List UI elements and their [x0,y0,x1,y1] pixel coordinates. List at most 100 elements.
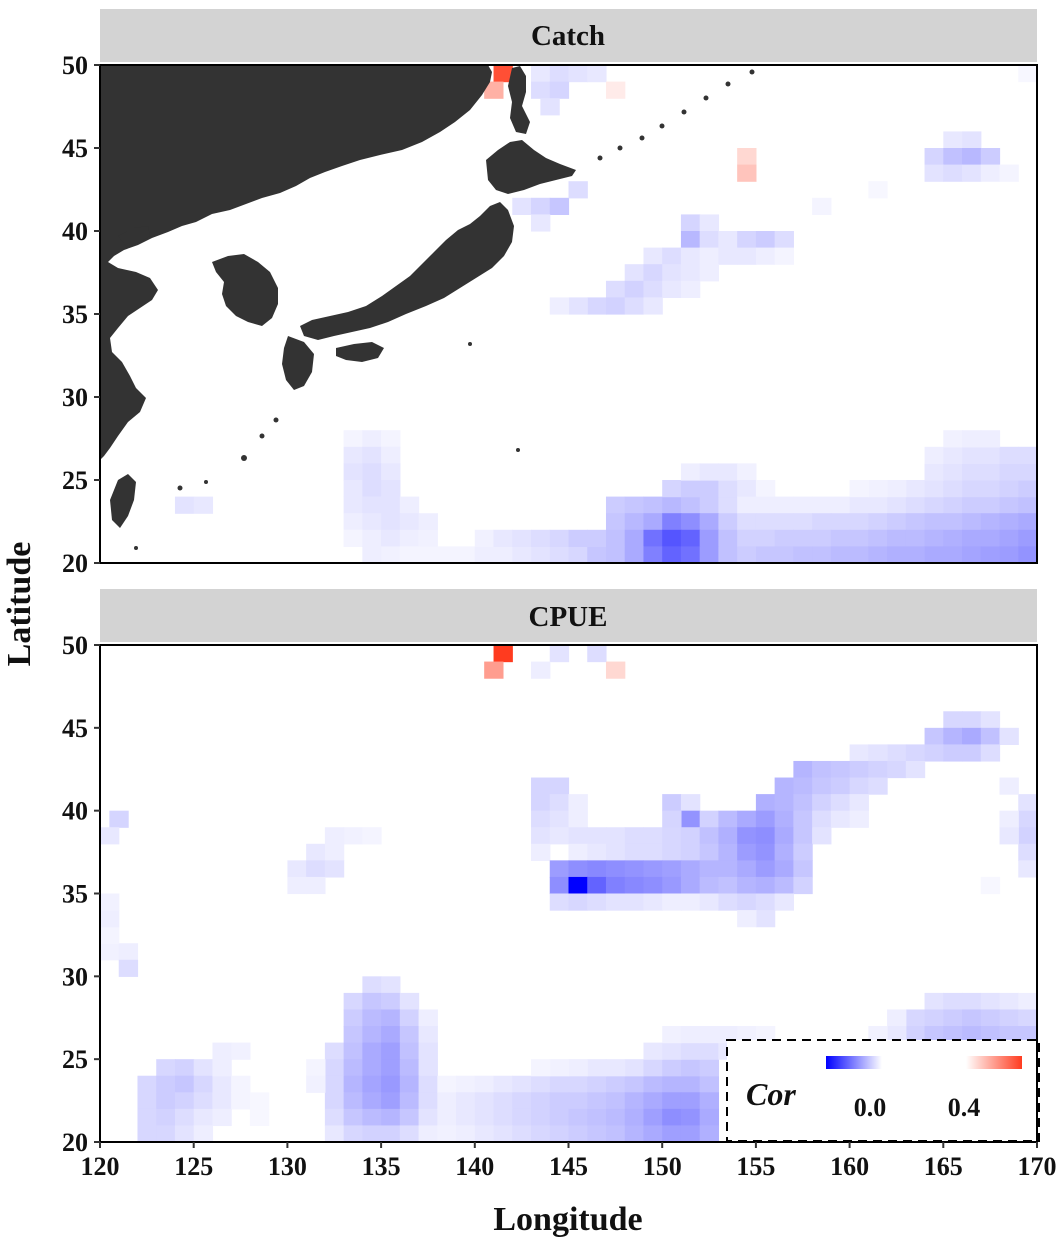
heatmap-cell [437,546,457,563]
heatmap-cell [680,546,701,563]
heatmap-cell [605,280,626,298]
heatmap-cell [399,1092,420,1110]
heatmap-cell [624,1092,645,1110]
heatmap-cell [718,496,738,514]
heatmap-cell [456,1108,476,1127]
heatmap-cell [868,777,888,795]
heatmap-cell [605,893,626,911]
heatmap-cell [662,1059,682,1077]
heatmap-cell [1018,513,1037,531]
heatmap-cell [680,1108,701,1127]
heatmap-cell [381,992,401,1011]
heatmap-cell [418,546,438,563]
heatmap-cell [774,529,794,547]
heatmap-cell [512,1125,532,1142]
heatmap-cell [662,513,682,531]
heatmap-cell [324,1092,345,1110]
heatmap-cell [568,794,588,812]
heatmap-cell [849,744,869,762]
heatmap-cell [474,546,495,563]
heatmap-cell [774,810,794,828]
heatmap-cell [680,1026,701,1044]
heatmap-cell [699,893,720,911]
heatmap-cell [662,247,682,265]
heatmap-cell [868,744,888,762]
heatmap-cell [549,827,570,845]
heatmap-cell [999,463,1019,481]
heatmap-cell [605,297,626,315]
heatmap-cell [680,876,701,895]
heatmap-cell [493,546,513,563]
heatmap-cell [755,529,776,547]
heatmap-cell [962,496,982,514]
heatmap-cell [324,1125,345,1142]
heatmap-cell [980,446,1001,464]
heatmap-cell [568,860,588,878]
heatmap-cell [699,480,720,498]
heatmap-cell [174,496,195,514]
heatmap-cell [549,893,570,911]
heatmap-cell [287,876,307,895]
heatmap-cell [924,164,944,182]
heatmap-cell [531,65,551,83]
heatmap-cell [587,546,607,563]
heatmap-cell [662,1108,682,1127]
heatmap-cell [399,1059,420,1077]
heatmap-cell [980,480,1001,498]
heatmap-cell [587,645,607,663]
heatmap-cell [587,529,607,547]
heatmap-cell [193,496,214,514]
heatmap-cell [306,1075,326,1093]
heatmap-cell [605,529,626,547]
x-tick-label: 130 [268,1152,307,1181]
heatmap-cell [493,65,513,83]
heatmap-cell [381,546,401,563]
heatmap-cell [605,1059,626,1077]
heatmap-cell [962,727,982,745]
heatmap-cell [924,529,944,547]
heatmap-cell [755,247,776,265]
heatmap-cell [549,645,570,663]
heatmap-cell [755,910,776,928]
panel-cpue-strip [100,589,1037,642]
heatmap-cell [381,446,401,464]
heatmap-cell [605,1125,626,1142]
heatmap-cell [512,1075,532,1093]
heatmap-cell [381,1075,401,1093]
heatmap-cell [680,463,701,481]
heatmap-cell [737,860,757,878]
heatmap-cell [212,1042,232,1060]
heatmap-cell [343,463,363,481]
heatmap-cell [699,529,720,547]
heatmap-cell [980,164,1001,182]
heatmap-cell [999,529,1019,547]
y-tick-label: 20 [62,549,88,578]
heatmap-cell [568,1075,588,1093]
heatmap-cell [737,843,757,861]
heatmap-cell [549,1125,570,1142]
heatmap-cell [849,546,869,563]
heatmap-cell [174,1075,195,1093]
heatmap-cell [737,496,757,514]
heatmap-cell [999,480,1019,498]
heatmap-cell [793,513,813,531]
heatmap-cell [755,513,776,531]
heatmap-cell [399,1108,420,1127]
heatmap-cell [1018,860,1037,878]
y-tick-label: 45 [62,714,88,743]
heatmap-cell [100,893,120,911]
heatmap-cell [1018,65,1037,83]
heatmap-cell [531,1092,551,1110]
heatmap-cell [999,777,1019,795]
heatmap-cell [324,860,345,878]
heatmap-cell [662,827,682,845]
heatmap-cell [962,546,982,563]
heatmap-cell [137,1092,157,1110]
heatmap-cell [830,546,851,563]
heatmap-cell [587,1092,607,1110]
heatmap-cell [156,1075,176,1093]
heatmap-cell [887,546,907,563]
heatmap-cell [343,992,363,1011]
heatmap-cell [174,1125,195,1142]
x-tick-label: 135 [362,1152,401,1181]
